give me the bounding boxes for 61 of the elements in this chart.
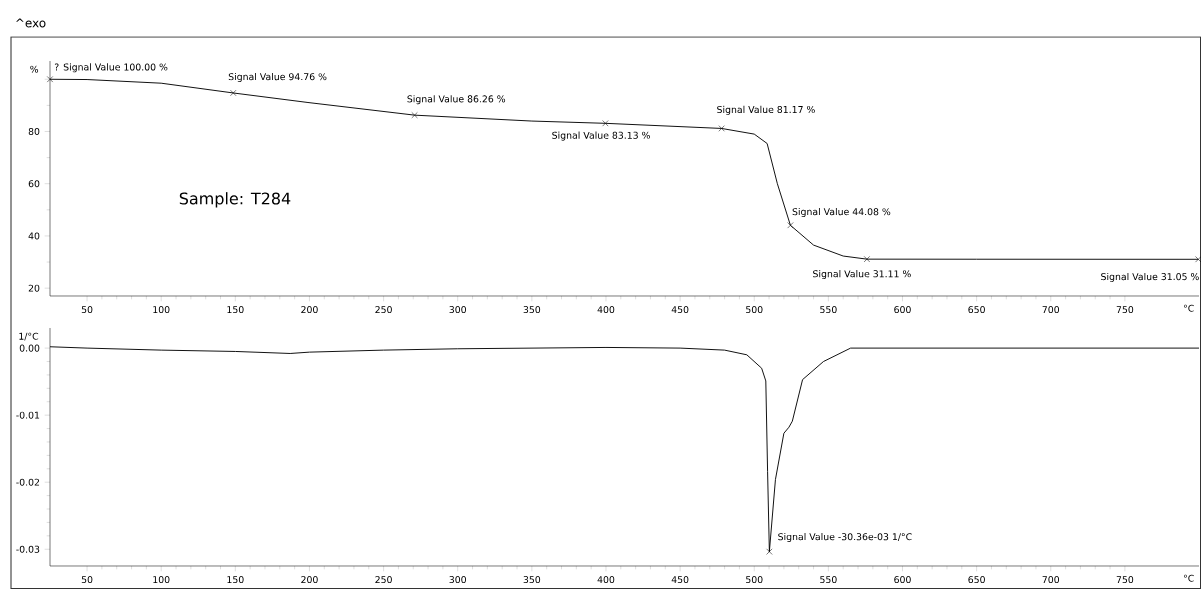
- x-tick-label: 50: [81, 576, 93, 584]
- x-tick-label: 650: [968, 306, 985, 314]
- y-tick-label: 40: [28, 232, 40, 240]
- x-tick-label: 500: [746, 306, 763, 314]
- point: [230, 89, 237, 97]
- annotation: Signal Value 44.08 %: [792, 207, 891, 218]
- x-tick-label: 300: [449, 306, 466, 314]
- point: [46, 76, 54, 83]
- x-tick-label: 550: [820, 306, 837, 314]
- annotation: Signal Value 86.26 %: [407, 95, 506, 105]
- point: [411, 112, 418, 119]
- x-axis-title: °C: [1184, 574, 1194, 582]
- x-tick-label: 500: [746, 576, 763, 584]
- x-tick-label: 750: [1116, 306, 1134, 314]
- x-tick-label: 200: [301, 306, 318, 314]
- y-tick-label: 80: [28, 127, 40, 136]
- x-tick-label: 450: [671, 576, 689, 584]
- annotation: Signal Value 94.76 %: [228, 72, 327, 83]
- y-tick-label: 0.00: [19, 344, 40, 352]
- x-tick-label: 750: [1116, 576, 1134, 584]
- x-tick-label: 100: [153, 306, 170, 314]
- x-tick-label: 250: [375, 306, 392, 314]
- y-tick-label: 60: [28, 180, 40, 188]
- x-tick-label: 250: [375, 576, 392, 584]
- x-tick-label: 700: [1042, 576, 1060, 584]
- annotation: Signal Value -30.36e-03 1/°C: [778, 533, 912, 543]
- annotation: Signal Value 31.05 %: [1101, 272, 1199, 282]
- y-tick-label: -0.01: [16, 411, 40, 419]
- x-tick-label: 300: [449, 576, 466, 584]
- x-tick-label: 600: [894, 576, 911, 584]
- x-axis-title: °C: [1184, 304, 1194, 312]
- annotation: Sample: T284: [179, 192, 291, 208]
- x-tick-label: 400: [597, 576, 615, 584]
- x-tick-label: 150: [227, 306, 244, 314]
- annotation: Signal Value 31.11 %: [813, 270, 911, 280]
- x-tick-label: 200: [301, 576, 318, 584]
- x-tick-label: 350: [523, 306, 541, 314]
- y-tick-label: 20: [28, 284, 40, 292]
- x-tick-label: 450: [671, 306, 689, 314]
- x-tick-label: 150: [227, 576, 244, 584]
- annotation: Signal Value 83.13 %: [552, 131, 650, 141]
- x-tick-label: 550: [820, 576, 837, 584]
- annotation: Signal Value 81.17 %: [717, 105, 815, 115]
- y-tick-label: -0.03: [16, 545, 40, 553]
- point: [1195, 256, 1201, 263]
- point: [787, 222, 794, 229]
- y-axis-title: %: [30, 65, 39, 73]
- x-tick-label: 400: [597, 306, 615, 314]
- x-tick-label: 650: [968, 576, 985, 584]
- x-tick-label: 600: [894, 306, 911, 314]
- y-axis-title: 1/°C: [19, 332, 39, 341]
- x-tick-label: 50: [81, 306, 93, 314]
- text: ^exo: [16, 18, 46, 28]
- annotation: ? Signal Value 100.00 %: [54, 63, 168, 73]
- x-tick-label: 700: [1042, 306, 1060, 314]
- point: [863, 256, 871, 263]
- point: [718, 125, 725, 132]
- x-tick-label: 100: [153, 576, 170, 584]
- y-tick-label: -0.02: [16, 478, 40, 486]
- x-tick-label: 350: [523, 576, 541, 584]
- point: [602, 120, 609, 127]
